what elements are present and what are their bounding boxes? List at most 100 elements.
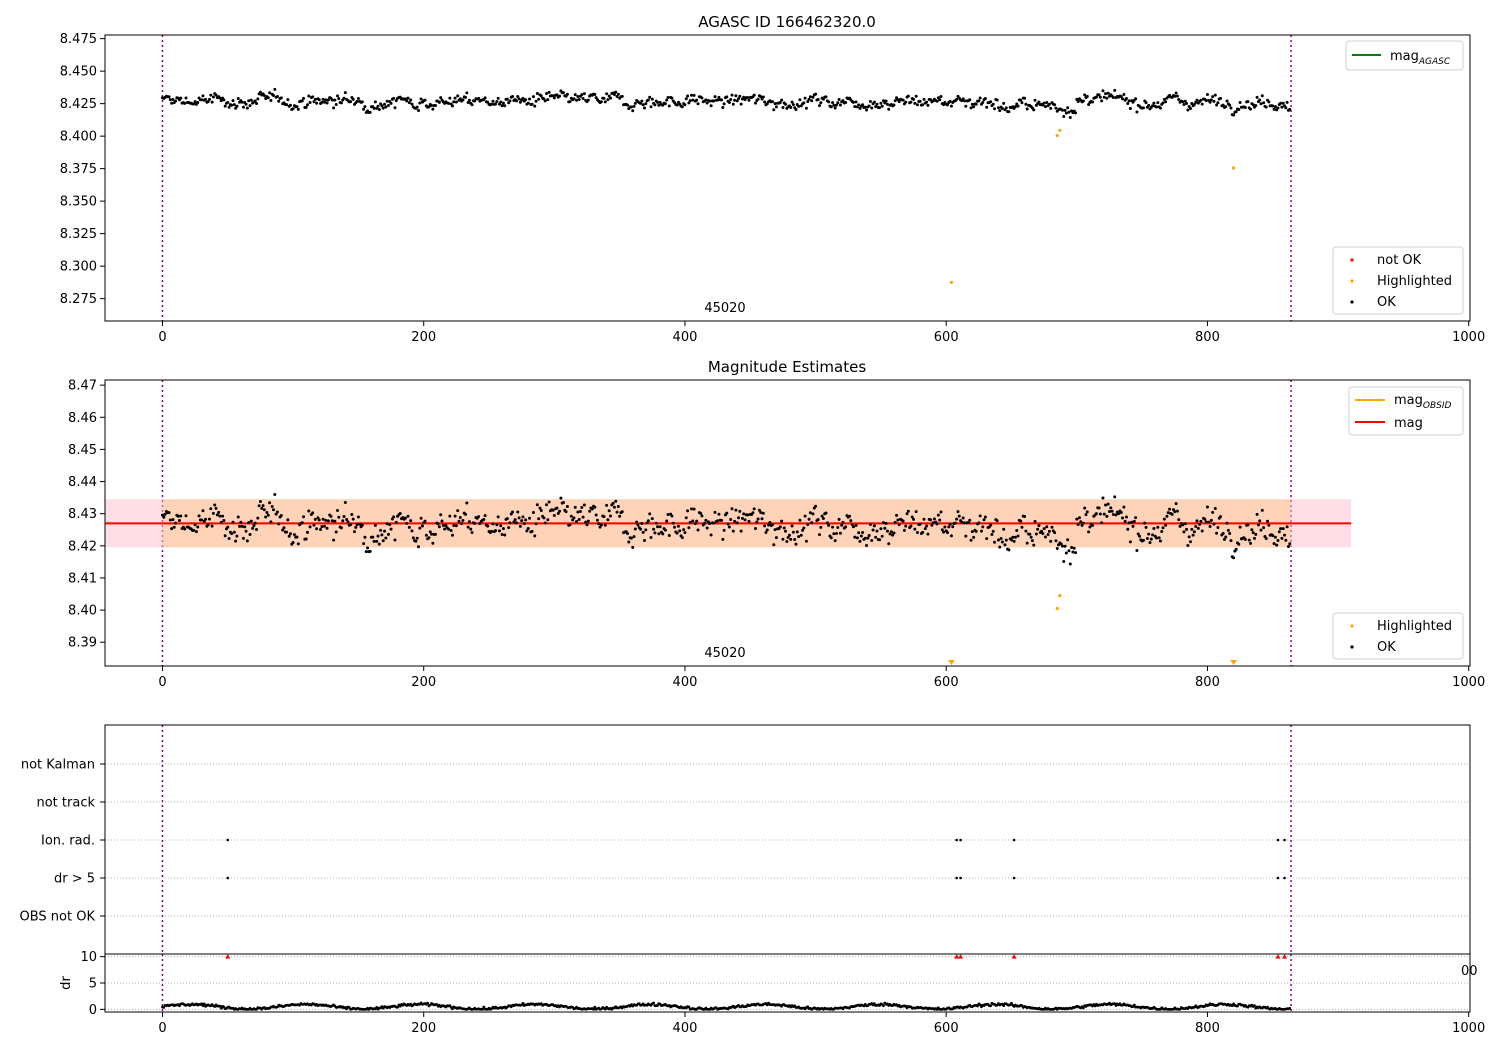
ok-point <box>248 104 252 108</box>
highlighted-point <box>1231 166 1236 170</box>
ok-point <box>543 521 547 525</box>
ok-point <box>1104 503 1108 507</box>
ok-point <box>558 509 562 513</box>
ok-point <box>461 519 465 523</box>
ok-point <box>834 532 838 536</box>
ok-point <box>218 96 222 100</box>
ok-point <box>312 523 316 527</box>
ok-point <box>1185 101 1189 105</box>
ok-point <box>534 99 538 103</box>
ok-point <box>431 107 435 111</box>
ok-point <box>593 505 597 509</box>
ok-point <box>1138 534 1142 538</box>
ok-point <box>433 104 437 108</box>
ok-point <box>1228 531 1232 535</box>
ok-point <box>377 107 381 111</box>
ok-point <box>631 109 635 113</box>
ok-point <box>410 102 414 106</box>
ok-point <box>1173 94 1177 98</box>
ok-point <box>713 95 717 99</box>
ok-point <box>1010 538 1014 542</box>
ok-point <box>770 523 774 527</box>
ok-point <box>503 104 507 108</box>
ok-point <box>200 518 204 522</box>
ok-point <box>317 98 321 102</box>
ok-point <box>657 532 661 536</box>
ok-point <box>269 520 273 524</box>
ok-point <box>970 102 974 106</box>
highlighted-point <box>1058 128 1062 132</box>
ok-point <box>1254 104 1258 108</box>
panel1-xtick-label: 0 <box>158 330 166 345</box>
ok-point <box>1249 107 1253 111</box>
ok-point <box>211 95 215 99</box>
ok-point <box>1110 509 1114 513</box>
ok-point <box>275 94 279 98</box>
ok-point <box>368 110 372 114</box>
ok-point <box>1117 512 1121 516</box>
ok-point <box>793 537 797 541</box>
ok-point <box>689 507 693 511</box>
ok-point <box>304 537 308 541</box>
ok-point <box>743 518 747 522</box>
ok-point <box>737 516 741 520</box>
ok-point <box>693 522 697 526</box>
ok-point <box>700 514 704 518</box>
ok-point <box>590 507 594 511</box>
ok-point <box>201 509 205 513</box>
ok-point <box>760 517 764 521</box>
ok-point <box>652 527 656 531</box>
ok-point <box>982 518 986 522</box>
ok-point <box>882 99 886 103</box>
ok-point <box>478 522 482 526</box>
ok-point <box>512 520 516 524</box>
ok-point <box>709 533 713 537</box>
ok-point <box>803 514 807 518</box>
ok-point <box>650 97 654 101</box>
ok-point <box>410 529 414 533</box>
panel4-xtick-label: 0 <box>158 1021 166 1036</box>
ok-point <box>394 99 398 103</box>
ok-point <box>597 522 601 526</box>
ok-point <box>909 524 913 528</box>
ok-point <box>551 508 555 512</box>
ok-point <box>1221 531 1225 535</box>
ok-point <box>682 528 686 532</box>
ok-point <box>1023 515 1027 519</box>
panel1-xtick-label: 200 <box>411 330 436 345</box>
ok-point <box>802 101 806 105</box>
ok-point <box>416 109 420 113</box>
ok-point <box>977 99 981 103</box>
ok-point <box>818 533 822 537</box>
ok-point <box>1060 108 1064 112</box>
ok-point <box>383 529 387 533</box>
ok-point <box>330 98 334 102</box>
ok-point <box>427 105 431 109</box>
ok-point <box>868 522 872 526</box>
ok-point <box>516 510 520 514</box>
ok-point <box>1170 512 1174 516</box>
ok-point <box>925 524 929 528</box>
ok-point <box>1155 105 1159 109</box>
ok-point <box>904 524 908 528</box>
ok-point <box>535 503 539 507</box>
ok-point <box>781 105 785 109</box>
legend-highlighted: Highlighted <box>1377 274 1452 289</box>
ok-point <box>676 524 680 528</box>
ok-point <box>632 535 636 539</box>
ok-point <box>226 101 230 105</box>
panel1-ytick-label: 8.425 <box>60 97 97 112</box>
ok-point <box>1264 105 1268 109</box>
ok-point <box>385 99 389 103</box>
ok-point <box>692 507 696 511</box>
ok-point <box>500 533 504 537</box>
ok-point <box>1285 100 1289 104</box>
ok-point <box>439 513 443 517</box>
ok-point <box>304 105 308 109</box>
ok-point <box>781 537 785 541</box>
ok-point <box>241 105 245 109</box>
ok-point <box>759 95 763 99</box>
ok-point <box>363 105 367 109</box>
ok-point <box>742 512 746 516</box>
ok-point <box>892 103 896 107</box>
